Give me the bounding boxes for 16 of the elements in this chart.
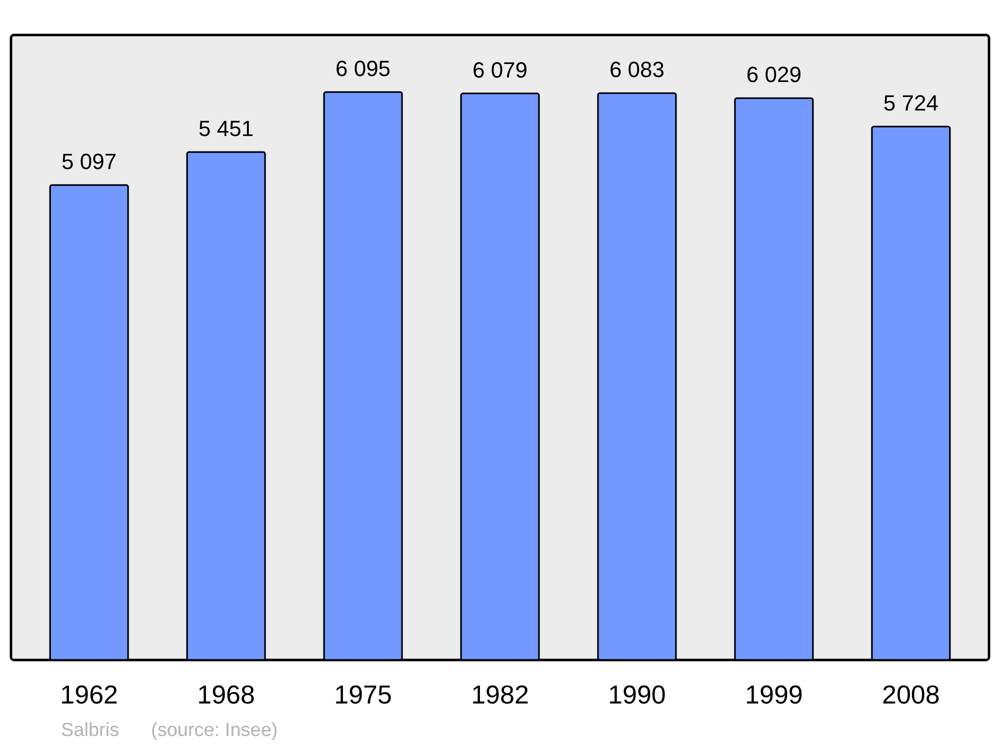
x-tick-label: 2008: [882, 680, 940, 710]
x-tick-label: 1962: [60, 680, 118, 710]
data-label: 5 724: [883, 90, 938, 116]
x-tick-label: 1982: [471, 680, 529, 710]
data-label: 6 079: [472, 57, 528, 82]
data-label: 6 083: [609, 57, 665, 82]
text: (source: Insee): [151, 720, 278, 741]
x-tick-label: 1990: [608, 680, 666, 710]
x-tick-label: 1968: [197, 680, 255, 710]
x-tick-label: 1999: [745, 680, 803, 710]
data-label: 5 097: [62, 148, 117, 174]
data-label: 5 451: [198, 116, 254, 141]
data-label: 6 029: [746, 62, 802, 88]
x-tick-label: 1975: [334, 680, 392, 710]
text: Salbris: [61, 720, 120, 741]
data-label: 6 095: [335, 56, 391, 81]
